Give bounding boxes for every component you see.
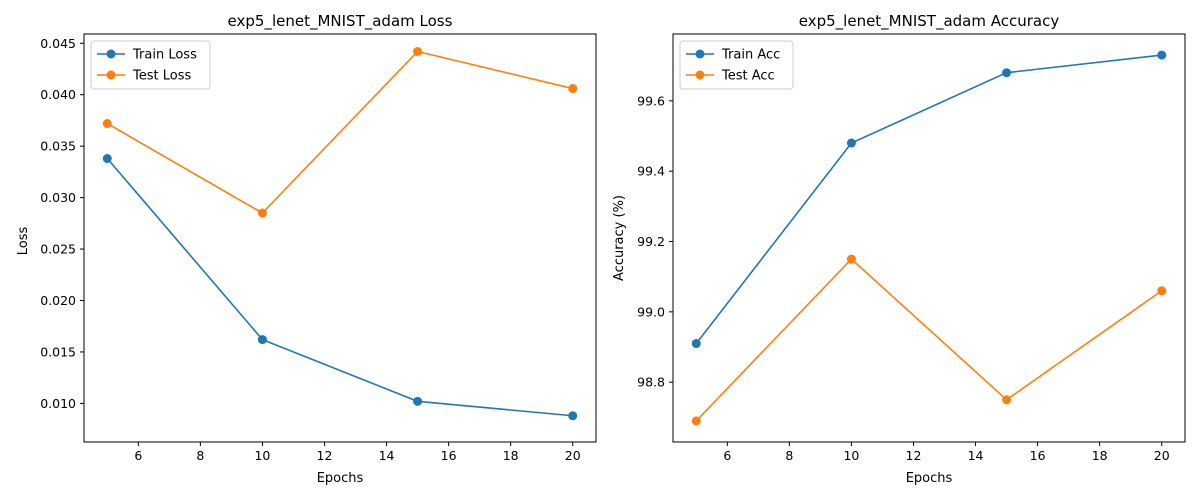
loss-xtick-label-4: 14 [379, 448, 395, 463]
accuracy-ytick-label-1: 99.0 [637, 304, 665, 319]
loss-chart-xlabel: Epochs [317, 471, 364, 486]
series-line-train-loss [106, 157, 573, 417]
loss-ytick-label-6: 0.040 [40, 87, 76, 102]
point-test-acc-0 [691, 416, 701, 426]
loss-ytick-label-2: 0.020 [40, 293, 76, 308]
loss-xtick-label-5: 16 [441, 448, 457, 463]
accuracy-chart-legend: Train Acc Test Acc [679, 40, 794, 90]
point-train-loss-2 [413, 396, 423, 406]
accuracy-chart-axes-frame [672, 33, 1186, 443]
loss-chart-title: exp5_lenet_MNIST_adam Loss [228, 12, 453, 31]
point-test-acc-2 [1002, 395, 1012, 405]
accuracy-chart-title: exp5_lenet_MNIST_adam Accuracy [799, 12, 1060, 31]
accuracy-ytick-label-0: 98.8 [637, 375, 665, 390]
accuracy-ytick-label-2: 99.2 [637, 234, 665, 249]
loss-chart-lines [102, 46, 578, 421]
loss-xtick-label-6: 18 [503, 448, 519, 463]
accuracy-ytick-label-3: 99.4 [637, 164, 665, 179]
point-test-loss-3 [568, 84, 578, 94]
point-train-loss-1 [257, 335, 267, 345]
series-line-train-acc [695, 54, 1162, 345]
legend-marker-test-acc [695, 70, 705, 80]
loss-chart-ylabel: Loss [16, 227, 31, 256]
legend-marker-train-acc [695, 49, 705, 59]
legend-marker-train-loss [106, 49, 116, 59]
point-train-acc-2 [1002, 68, 1012, 78]
point-train-acc-1 [846, 138, 856, 148]
accuracy-chart-ylabel: Accuracy (%) [612, 195, 627, 281]
loss-xtick-label-2: 10 [254, 448, 270, 463]
loss-xtick-label-3: 12 [317, 448, 333, 463]
legend-label-test-acc: Test Acc [721, 69, 775, 84]
accuracy-xtick-label-3: 12 [906, 448, 922, 463]
accuracy-xtick-label-7: 20 [1154, 448, 1170, 463]
loss-legend-box [90, 40, 211, 90]
series-line-test-acc [695, 257, 1163, 422]
loss-xtick-label-7: 20 [565, 448, 581, 463]
loss-chart: exp5_lenet_MNIST_adam Loss Epochs Loss 6… [16, 12, 597, 486]
loss-chart-ticks: 6 8 10 12 14 16 18 20 0.010 0.015 0.020 0.025 0.030 0… [40, 36, 581, 463]
accuracy-xtick-label-6: 18 [1092, 448, 1108, 463]
accuracy-chart-ticks: 6 8 10 12 14 16 18 20 98.8 99.0 99.2 99.4 99.6 [637, 93, 1170, 463]
loss-ytick-label-0: 0.010 [40, 396, 76, 411]
legend-label-train-loss: Train Loss [132, 48, 197, 63]
point-test-acc-3 [1157, 286, 1167, 296]
point-train-acc-3 [1157, 50, 1167, 60]
accuracy-chart: exp5_lenet_MNIST_adam Accuracy Epochs Ac… [612, 12, 1186, 486]
loss-xtick-label-0: 6 [134, 448, 142, 463]
accuracy-xtick-label-1: 8 [785, 448, 793, 463]
point-train-loss-0 [102, 154, 112, 164]
accuracy-chart-lines [691, 50, 1167, 426]
accuracy-legend-box [679, 40, 794, 90]
point-test-acc-1 [846, 254, 856, 264]
series-line-test-loss [106, 50, 573, 215]
accuracy-xtick-label-5: 16 [1030, 448, 1046, 463]
loss-ytick-label-7: 0.045 [40, 36, 76, 51]
accuracy-xtick-label-0: 6 [723, 448, 731, 463]
point-train-acc-0 [691, 339, 701, 349]
loss-chart-legend: Train Loss Test Loss [90, 40, 211, 90]
loss-xtick-label-1: 8 [196, 448, 204, 463]
loss-ytick-label-1: 0.015 [40, 344, 76, 359]
loss-ytick-label-5: 0.035 [40, 139, 76, 154]
loss-ytick-label-4: 0.030 [40, 190, 76, 205]
point-test-loss-1 [257, 208, 267, 218]
accuracy-xtick-label-2: 10 [843, 448, 859, 463]
accuracy-ytick-label-4: 99.6 [637, 93, 665, 108]
point-train-loss-3 [568, 411, 578, 421]
point-test-loss-0 [102, 119, 112, 129]
legend-label-train-acc: Train Acc [721, 48, 780, 63]
point-test-loss-2 [413, 46, 423, 56]
loss-ytick-label-3: 0.025 [40, 242, 76, 257]
loss-chart-axes-frame [83, 33, 597, 443]
legend-marker-test-loss [106, 70, 116, 80]
legend-label-test-loss: Test Loss [132, 69, 191, 84]
accuracy-xtick-label-4: 14 [968, 448, 984, 463]
accuracy-chart-xlabel: Epochs [906, 471, 953, 486]
